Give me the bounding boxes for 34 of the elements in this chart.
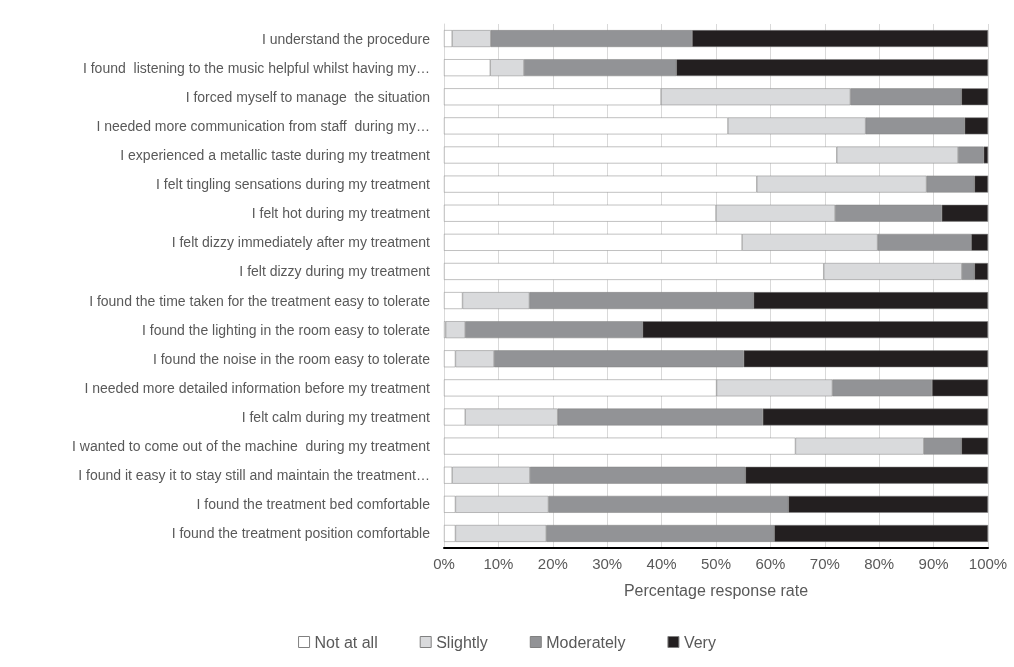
y-tick-label: I found the noise in the room easy to tolerate [152, 350, 431, 367]
y-tick-label: I felt dizzy immediately after my treatment [171, 234, 431, 251]
x-tick-label: 0% [433, 555, 455, 572]
y-tick-label: I found the treatment bed comfortable [196, 496, 431, 513]
y-tick-label: I felt tingling sensations during my treatment [156, 176, 431, 193]
x-tick-label: 40% [646, 555, 677, 572]
y-tick-label: I found the lighting in the room easy to tolerate [142, 321, 431, 338]
y-tick-label: I needed more detailed information before my treatment [84, 379, 431, 396]
x-tick-label: 30% [592, 555, 623, 572]
legend-label: Not at all [314, 633, 378, 651]
y-tick-label: I needed more communication from staff during my… [96, 117, 430, 134]
y-tick-label: I felt hot during my treatment [251, 205, 431, 222]
y-tick-label: I experienced a metallic taste during my treatment [120, 147, 431, 163]
x-tick-label: 60% [755, 555, 786, 572]
y-tick-label: I felt dizzy during my treatment [239, 263, 431, 280]
y-tick-label: I found the time taken for the treatment easy to tolerate [89, 292, 431, 309]
x-tick-label: 70% [809, 555, 840, 572]
y-tick-label: I felt calm during my treatment [241, 409, 431, 425]
x-tick-label: 80% [864, 555, 895, 572]
legend-label: Slightly [436, 633, 488, 651]
x-tick-label: 100% [968, 555, 1008, 572]
x-tick-label: 90% [918, 555, 949, 572]
y-tick-label: I forced myself to manage the situation [185, 88, 430, 105]
y-tick-label: I understand the procedure [261, 30, 431, 47]
x-tick-label: 10% [483, 555, 514, 572]
y-tick-label: I found listening to the music helpful whilst having my… [82, 59, 430, 76]
x-axis-title: Percentage response rate [623, 581, 809, 599]
y-tick-label: I found it easy it to stay still and maintain the treatment… [78, 467, 430, 484]
legend-label: Very [683, 633, 716, 651]
y-tick-label: I wanted to come out of the machine during my treatment [72, 438, 431, 455]
y-tick-label: I found the treatment position comfortable [171, 525, 431, 542]
x-tick-label: 50% [700, 555, 732, 572]
x-tick-label: 20% [537, 555, 568, 572]
legend-label: Moderately [546, 633, 626, 651]
